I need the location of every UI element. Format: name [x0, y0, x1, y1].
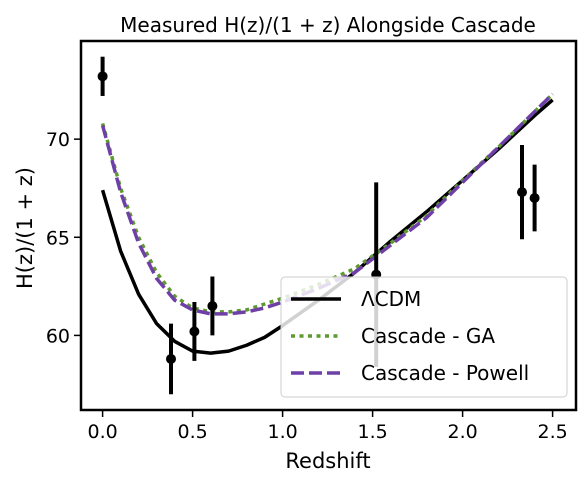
y-axis-label: H(z)/(1 + z) — [13, 167, 37, 289]
legend-label: ΛCDM — [361, 287, 421, 311]
legend: ΛCDM Cascade - GA Cascade - Powell — [280, 276, 568, 398]
x-axis-label: Redshift — [285, 449, 370, 473]
legend-label: Cascade - Powell — [361, 361, 529, 385]
data-point — [166, 353, 176, 364]
legend-label: Cascade - GA — [361, 324, 495, 348]
series-line-2 — [100, 92, 554, 316]
y-tick-label: 60 — [46, 325, 70, 347]
data-point — [189, 326, 200, 337]
x-tick-label: 1.5 — [357, 421, 387, 443]
chart-title: Measured H(z)/(1 + z) Alongside Cascade — [120, 13, 536, 37]
data-point — [517, 187, 527, 198]
y-tick-label: 70 — [46, 129, 70, 151]
data-point — [97, 71, 108, 82]
x-tick-label: 1.0 — [267, 421, 297, 443]
data-point — [529, 193, 540, 204]
data-point — [207, 300, 218, 311]
plot-frame — [79, 39, 578, 412]
plot-area — [97, 56, 554, 395]
legend-box — [280, 276, 568, 398]
x-tick-label: 0.0 — [87, 421, 117, 443]
y-tick-label: 65 — [46, 227, 70, 249]
x-tick-label: 2.5 — [537, 421, 567, 443]
x-tick-label: 0.5 — [177, 421, 207, 443]
x-tick-label: 2.0 — [447, 421, 477, 443]
